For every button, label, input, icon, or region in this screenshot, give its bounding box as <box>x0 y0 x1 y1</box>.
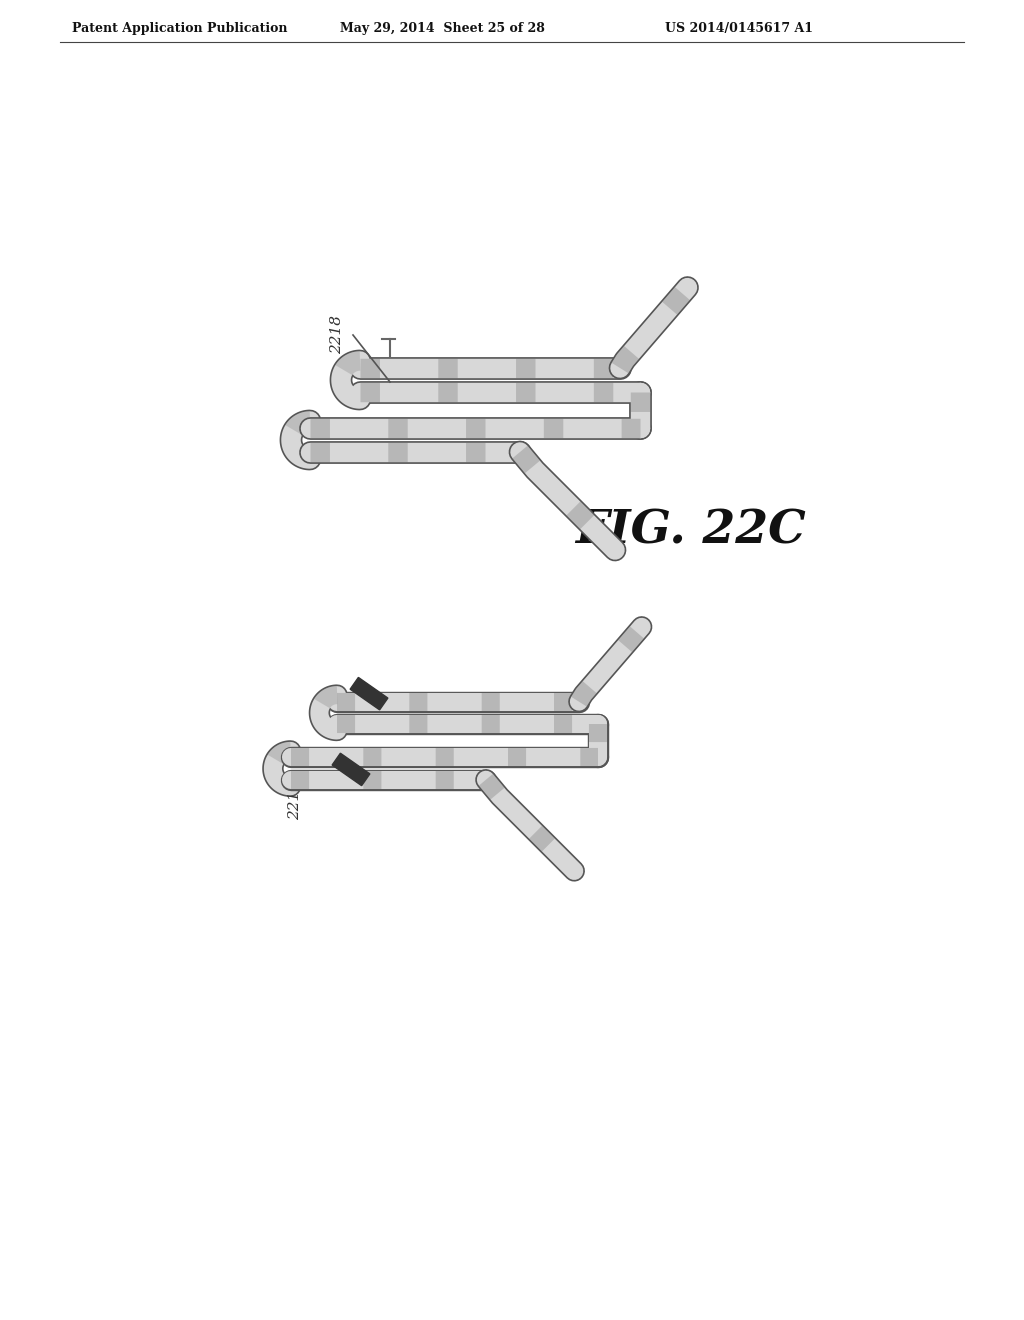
Text: US 2014/0145617 A1: US 2014/0145617 A1 <box>665 22 813 36</box>
Text: FIG. 22C: FIG. 22C <box>574 507 805 553</box>
Text: Patent Application Publication: Patent Application Publication <box>72 22 288 36</box>
Text: 2214: 2214 <box>288 780 302 820</box>
Polygon shape <box>350 677 388 710</box>
Text: May 29, 2014  Sheet 25 of 28: May 29, 2014 Sheet 25 of 28 <box>340 22 545 36</box>
Polygon shape <box>332 754 370 785</box>
Text: 2218: 2218 <box>330 315 344 355</box>
